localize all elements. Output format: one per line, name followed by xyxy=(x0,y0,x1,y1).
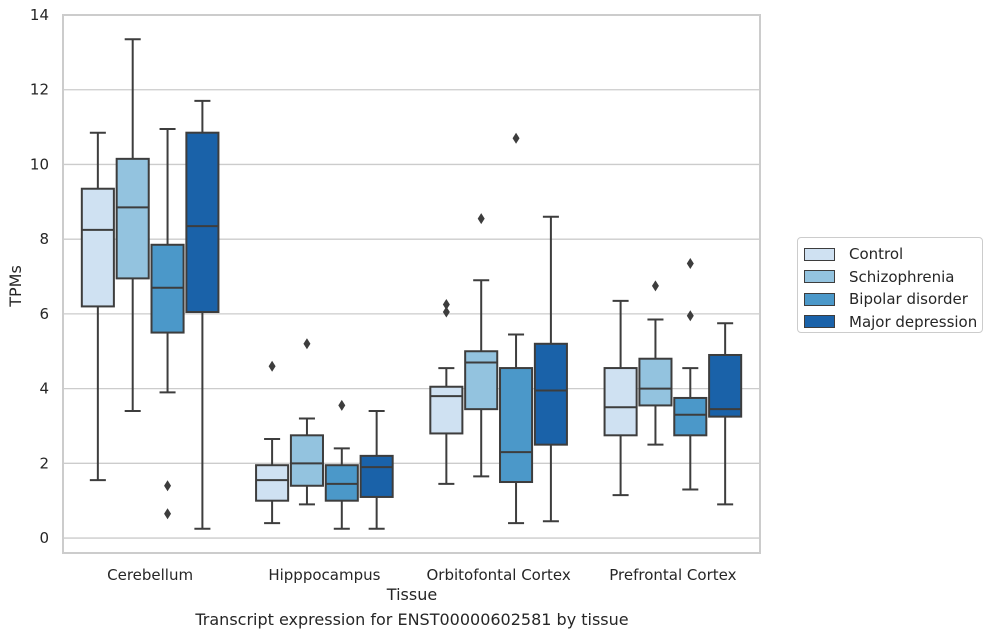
legend-label: Major depression xyxy=(849,312,978,331)
legend-swatch xyxy=(804,315,835,329)
box-bipolar-disorder-cerebellum xyxy=(150,127,185,520)
legend-item: Control xyxy=(804,243,982,266)
box-bipolar-disorder-prefrontal-cortex xyxy=(673,257,708,491)
box-schizophrenia-hipppocampus xyxy=(289,338,324,506)
outlier-point xyxy=(442,306,450,318)
box-control-prefrontal-cortex xyxy=(603,299,638,497)
legend-item: Bipolar disorder xyxy=(804,288,982,311)
iqr-box xyxy=(464,350,499,411)
box-schizophrenia-prefrontal-cortex xyxy=(638,280,673,446)
chart-caption: Transcript expression for ENST0000060258… xyxy=(195,610,629,629)
x-tick-label: Hipppocampus xyxy=(268,566,380,584)
y-tick-label: 8 xyxy=(39,230,49,248)
box-major-depression-cerebellum xyxy=(185,99,220,530)
iqr-box xyxy=(185,131,220,314)
y-axis-label: TPMs xyxy=(6,265,25,308)
iqr-box xyxy=(359,454,394,498)
outlier-point xyxy=(164,480,172,492)
legend-label: Control xyxy=(849,245,904,264)
iqr-box xyxy=(289,434,324,487)
y-tick-label: 12 xyxy=(30,81,49,99)
iqr-box xyxy=(115,157,150,280)
box-major-depression-hipppocampus xyxy=(359,410,394,530)
outlier-point xyxy=(303,338,311,350)
x-tick-labels: Cerebellum Hipppocampus Orbitofontal Corte… xyxy=(107,566,736,584)
y-tick-label: 6 xyxy=(39,305,49,323)
outlier-point xyxy=(268,360,276,372)
outlier-point xyxy=(442,299,450,311)
x-tick-label: Cerebellum xyxy=(107,566,193,584)
iqr-box xyxy=(603,367,638,437)
iqr-box xyxy=(499,367,534,484)
outlier-point xyxy=(686,257,694,269)
box-schizophrenia-cerebellum xyxy=(115,38,150,413)
box-control-orbitofontal-cortex xyxy=(429,299,464,485)
legend-swatch xyxy=(804,292,835,306)
outlier-point xyxy=(477,213,485,225)
y-tick-label: 2 xyxy=(39,454,49,472)
x-tick-label: Orbitofontal Cortex xyxy=(427,566,571,584)
outlier-point xyxy=(338,399,346,411)
legend-item: Schizophrenia xyxy=(804,266,982,289)
box-schizophrenia-orbitofontal-cortex xyxy=(464,213,499,478)
y-tick-label: 10 xyxy=(30,155,49,173)
y-tick-label: 4 xyxy=(39,380,49,398)
legend-label: Schizophrenia xyxy=(849,267,955,286)
box-major-depression-orbitofontal-cortex xyxy=(533,215,568,523)
legend: Control Schizophrenia Bipolar disorder Majo… xyxy=(797,237,983,333)
legend-swatch xyxy=(804,270,835,284)
outlier-point xyxy=(512,132,520,144)
legend-label: Bipolar disorder xyxy=(849,290,968,309)
box-groups xyxy=(80,38,743,530)
iqr-box xyxy=(708,353,743,418)
box-major-depression-prefrontal-cortex xyxy=(708,322,743,506)
iqr-box xyxy=(80,187,115,308)
iqr-box xyxy=(673,396,708,437)
iqr-box xyxy=(255,464,290,502)
iqr-box xyxy=(638,357,673,407)
iqr-box xyxy=(533,342,568,446)
outlier-point xyxy=(164,508,172,520)
x-axis-label: Tissue xyxy=(386,585,437,604)
iqr-box xyxy=(429,385,464,435)
outlier-point xyxy=(651,280,659,292)
box-control-cerebellum xyxy=(80,131,115,482)
plot-area-frame xyxy=(62,14,761,554)
legend-item: Major depression xyxy=(804,311,982,334)
box-control-hipppocampus xyxy=(255,360,290,525)
box-bipolar-disorder-hipppocampus xyxy=(324,399,359,530)
legend-swatch xyxy=(804,247,835,261)
box-bipolar-disorder-orbitofontal-cortex xyxy=(499,132,534,525)
y-tick-label: 14 xyxy=(30,6,49,24)
x-tick-label: Prefrontal Cortex xyxy=(609,566,736,584)
y-tick-label: 0 xyxy=(39,529,49,547)
y-tick-labels: 0 2 4 6 8 10 12 14 xyxy=(30,6,49,547)
outlier-point xyxy=(686,310,694,322)
